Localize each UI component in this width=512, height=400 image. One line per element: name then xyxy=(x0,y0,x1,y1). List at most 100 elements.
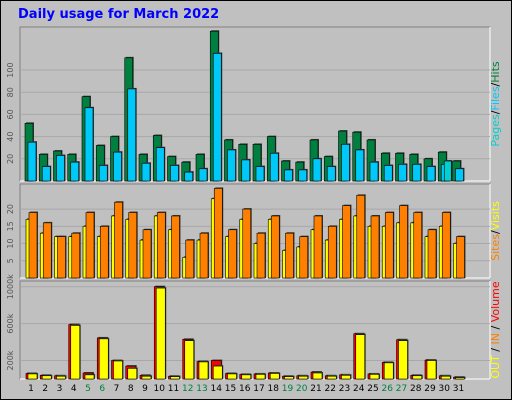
hits-files-pages-files-bar xyxy=(341,144,350,182)
volume-legend: OUT / IN / Volume xyxy=(489,281,502,378)
legend-files: Files xyxy=(489,86,502,110)
hits-files-pages-files-bar xyxy=(227,149,236,182)
visits-sites-sites-bar xyxy=(156,212,166,279)
day-label: 26 xyxy=(382,384,394,394)
visits-sites-ytick-label: 15 xyxy=(6,221,15,231)
volume-out-bar xyxy=(326,375,337,380)
hits-files-pages-files-bar xyxy=(127,88,137,182)
volume-out-bar xyxy=(241,374,252,380)
hits-files-pages-files-bar xyxy=(326,166,336,182)
volume-panel-border xyxy=(19,280,491,380)
volume-out-bar xyxy=(455,377,465,380)
volume-out-bar xyxy=(27,373,38,380)
volume-out-bar xyxy=(84,374,95,380)
hits-files-pages-files-bar xyxy=(455,168,464,182)
volume-out-bar xyxy=(269,373,280,380)
volume-out-bar xyxy=(155,287,166,380)
volume-out-bar xyxy=(184,340,195,380)
visits-sites-sites-bar xyxy=(71,232,81,279)
day-label: 14 xyxy=(211,384,223,394)
day-label: 5 xyxy=(85,384,91,394)
day-label: 29 xyxy=(424,384,436,394)
visits-sites-sites-bar xyxy=(128,212,138,279)
volume-ytick-label: 200k xyxy=(6,350,15,370)
hits-files-pages-files-bar xyxy=(212,53,222,182)
volume-out-bar xyxy=(355,334,366,380)
visits-sites-sites-bar xyxy=(356,195,366,279)
volume-out-bar xyxy=(284,376,294,380)
volume-out-bar xyxy=(56,375,66,380)
hits-files-pages-ytick-label: 100 xyxy=(6,62,15,77)
visits-sites-ytick-label: 10 xyxy=(6,238,15,248)
visits-sites-sites-bar xyxy=(85,212,95,279)
visits-sites-sites-bar xyxy=(370,215,380,279)
volume-out-bar xyxy=(98,338,109,380)
hits-files-pages-files-bar xyxy=(426,166,436,182)
hits-files-pages-files-bar xyxy=(383,165,393,182)
day-label: 18 xyxy=(268,384,280,394)
day-label: 20 xyxy=(296,384,308,394)
day-label: 17 xyxy=(253,384,264,394)
hits-files-pages-files-bar xyxy=(27,141,37,182)
visits-sites-sites-bar xyxy=(142,229,152,279)
day-label: 8 xyxy=(128,384,134,394)
day-label: 11 xyxy=(168,384,179,394)
visits-sites-sites-bar xyxy=(185,239,195,279)
legend-pages: Pages xyxy=(489,114,502,147)
day-label: 15 xyxy=(225,384,236,394)
hits-files-pages-pages-bar xyxy=(443,160,452,182)
day-label: 22 xyxy=(325,384,336,394)
hits-files-pages-files-bar xyxy=(141,162,151,182)
visits-sites-sites-bar xyxy=(199,232,209,279)
hits-files-pages-files-bar xyxy=(84,107,94,182)
day-label: 10 xyxy=(154,384,166,394)
visits-sites-sites-bar xyxy=(42,222,52,279)
visits-sites-sites-bar xyxy=(242,208,252,279)
volume-out-bar xyxy=(298,375,309,380)
volume-out-bar xyxy=(227,373,237,380)
hits-files-pages-files-bar xyxy=(155,147,165,182)
visits-sites-sites-bar xyxy=(327,226,337,279)
hits-files-pages-files-bar xyxy=(269,152,279,182)
volume-out-bar xyxy=(255,374,266,380)
hits-files-pages-files-bar xyxy=(113,151,122,182)
day-label: 23 xyxy=(339,384,350,394)
volume-out-bar xyxy=(440,375,451,380)
legend-sites: Sites xyxy=(489,234,502,261)
day-label: 12 xyxy=(182,384,193,394)
visits-sites-sites-bar xyxy=(228,229,237,279)
hits-files-pages-files-bar xyxy=(98,165,108,182)
legend-hits: Hits xyxy=(489,61,502,83)
hits-files-pages-files-bar xyxy=(241,159,251,182)
visits-sites-sites-bar xyxy=(28,212,38,279)
day-label: 27 xyxy=(396,384,407,394)
legend-visits: Visits xyxy=(489,201,502,230)
legend-separator: / xyxy=(489,344,502,355)
hits-files-pages-ytick-label: 60 xyxy=(6,109,15,119)
hits-files-pages-legend: Pages/Files/Hits xyxy=(489,61,502,147)
volume-out-bar xyxy=(70,325,81,380)
hits-files-pages-files-bar xyxy=(70,161,80,182)
hits-files-pages-files-bar xyxy=(398,164,407,182)
hits-files-pages-files-bar xyxy=(412,164,422,182)
hits-files-pages-files-bar xyxy=(255,166,265,182)
volume-out-bar xyxy=(127,368,138,380)
visits-sites-sites-bar xyxy=(441,212,451,279)
day-label: 3 xyxy=(57,384,63,394)
volume-ytick-label: 1000k xyxy=(6,274,15,299)
volume-out-bar xyxy=(398,340,408,380)
hits-files-pages-files-bar xyxy=(369,161,379,182)
visits-sites-sites-bar xyxy=(399,205,408,279)
legend-separator: / xyxy=(489,82,502,86)
volume-out-bar xyxy=(113,360,123,380)
hits-files-pages-files-bar xyxy=(170,165,179,182)
day-label: 31 xyxy=(453,384,464,394)
hits-files-pages-files-bar xyxy=(312,158,322,182)
volume-ytick-label: 600k xyxy=(6,313,15,333)
day-label: 9 xyxy=(142,384,148,394)
visits-sites-legend: Sites/Visits xyxy=(489,201,502,261)
day-label: 2 xyxy=(42,384,48,394)
hits-files-pages-files-bar xyxy=(298,169,308,182)
visits-sites-sites-bar xyxy=(114,201,123,279)
